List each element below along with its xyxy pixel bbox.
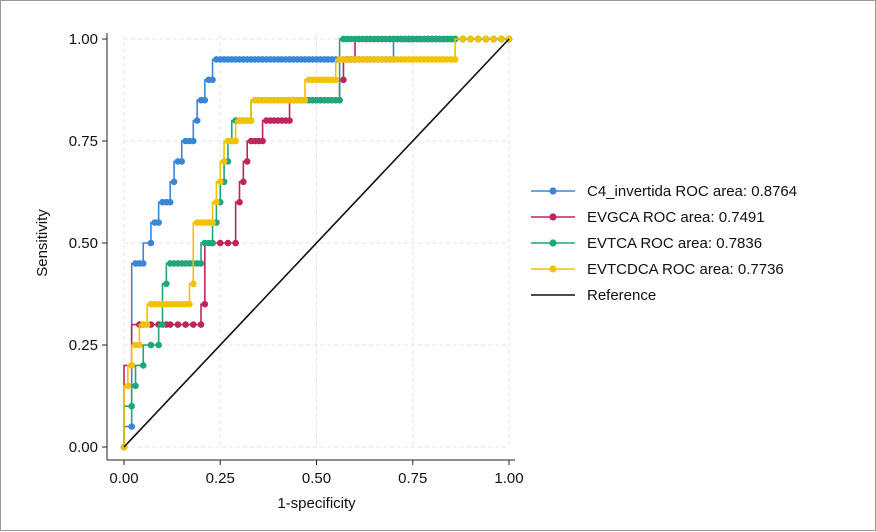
data-point bbox=[459, 35, 467, 43]
data-point bbox=[240, 178, 247, 186]
data-point bbox=[259, 137, 266, 145]
data-point bbox=[136, 341, 143, 349]
data-point bbox=[147, 341, 155, 349]
x-tick-label: 0.00 bbox=[109, 470, 138, 487]
data-point bbox=[220, 158, 228, 165]
data-point bbox=[155, 341, 162, 349]
data-point bbox=[209, 76, 216, 84]
data-point bbox=[451, 56, 459, 63]
data-point bbox=[186, 300, 193, 308]
data-point bbox=[139, 260, 147, 267]
data-point bbox=[182, 321, 189, 328]
legend-label: C4_invertida ROC area: 0.8764 bbox=[587, 183, 797, 200]
legend-marker bbox=[549, 187, 557, 195]
data-point bbox=[166, 321, 174, 328]
series-group bbox=[120, 35, 513, 451]
data-point bbox=[224, 239, 232, 247]
data-point bbox=[490, 35, 497, 43]
data-point bbox=[286, 117, 293, 124]
y-axis-title: Sensitivity bbox=[34, 209, 51, 277]
legend-label: EVTCDCA ROC area: 0.7736 bbox=[587, 261, 784, 278]
data-point bbox=[178, 158, 186, 165]
legend-label: EVTCA ROC area: 0.7836 bbox=[587, 235, 762, 252]
data-point bbox=[336, 96, 343, 104]
legend-item: C4_invertida ROC area: 0.8764 bbox=[531, 183, 797, 200]
data-point bbox=[201, 96, 209, 104]
data-point bbox=[174, 321, 182, 328]
legend-item: EVTCDCA ROC area: 0.7736 bbox=[531, 261, 784, 278]
data-point bbox=[216, 239, 224, 247]
y-tick-label: 0.50 bbox=[69, 235, 98, 252]
data-point bbox=[197, 321, 205, 328]
data-point bbox=[232, 239, 239, 247]
series-3 bbox=[120, 35, 513, 451]
data-point bbox=[163, 280, 170, 288]
legend-marker bbox=[549, 239, 557, 247]
x-axis-title: 1-specificity bbox=[277, 495, 356, 512]
legend-label: Reference bbox=[587, 287, 656, 304]
series-4 bbox=[123, 38, 510, 448]
data-point bbox=[197, 260, 205, 267]
y-tick-label: 0.00 bbox=[69, 439, 98, 456]
data-point bbox=[301, 96, 309, 104]
x-tick-label: 1.00 bbox=[494, 470, 523, 487]
data-point bbox=[247, 117, 255, 124]
data-point bbox=[209, 219, 216, 226]
data-point bbox=[170, 178, 178, 186]
y-tick-label: 0.75 bbox=[69, 133, 98, 150]
data-point bbox=[139, 362, 147, 369]
x-tick-label: 0.75 bbox=[398, 470, 427, 487]
data-point bbox=[340, 76, 347, 84]
data-point bbox=[213, 198, 220, 206]
x-tick-label: 0.50 bbox=[302, 470, 331, 487]
data-point bbox=[128, 423, 135, 430]
data-point bbox=[190, 280, 197, 288]
data-point bbox=[201, 300, 209, 308]
y-tick-label: 1.00 bbox=[69, 31, 98, 48]
reference-line bbox=[123, 38, 510, 448]
data-point bbox=[193, 117, 201, 124]
data-point bbox=[128, 402, 135, 410]
legend-marker bbox=[549, 213, 557, 221]
data-point bbox=[482, 35, 490, 43]
data-point bbox=[190, 321, 197, 328]
legend-item: EVTCA ROC area: 0.7836 bbox=[531, 235, 762, 252]
data-point bbox=[128, 362, 135, 369]
data-point bbox=[243, 158, 251, 165]
data-point bbox=[190, 137, 197, 145]
data-point bbox=[124, 382, 132, 390]
axes: 0.00 0.25 0.50 0.75 1.00 0.00 0.25 0.50 0.75 1.00 bbox=[69, 31, 524, 487]
data-point bbox=[159, 321, 166, 328]
data-point bbox=[467, 35, 474, 43]
legend-marker bbox=[549, 265, 557, 273]
data-point bbox=[332, 76, 340, 84]
legend-item: EVGCA ROC area: 0.7491 bbox=[531, 209, 765, 226]
data-point bbox=[147, 239, 155, 247]
data-point bbox=[143, 321, 151, 328]
data-point bbox=[232, 137, 239, 145]
legend-item: Reference bbox=[531, 287, 656, 304]
data-point bbox=[498, 35, 505, 43]
data-point bbox=[474, 35, 482, 43]
data-point bbox=[155, 219, 162, 226]
y-tick-label: 0.25 bbox=[69, 337, 98, 354]
data-point bbox=[216, 178, 224, 186]
x-tick-label: 0.25 bbox=[206, 470, 235, 487]
data-point bbox=[209, 239, 216, 247]
legend: C4_invertida ROC area: 0.8764 EVGCA ROC a… bbox=[531, 183, 797, 304]
data-point bbox=[236, 198, 243, 206]
data-point bbox=[132, 382, 139, 390]
data-point bbox=[166, 198, 174, 206]
legend-label: EVGCA ROC area: 0.7491 bbox=[587, 209, 765, 226]
